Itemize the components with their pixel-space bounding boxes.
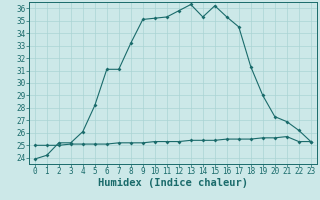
X-axis label: Humidex (Indice chaleur): Humidex (Indice chaleur) bbox=[98, 178, 248, 188]
